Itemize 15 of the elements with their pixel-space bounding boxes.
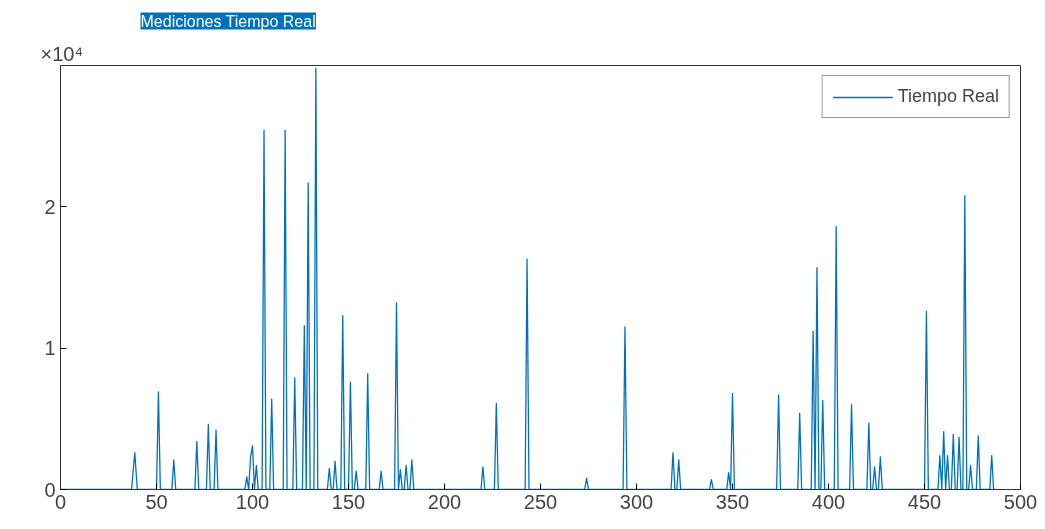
x-tick-label: 500 xyxy=(1003,490,1038,513)
y-tick-label: 2 xyxy=(44,195,56,218)
chart-title: Mediciones Tiempo Real xyxy=(140,12,316,30)
x-tick-label: 300 xyxy=(619,490,654,513)
x-tick-label: 150 xyxy=(331,490,366,513)
x-tick-label: 400 xyxy=(811,490,846,513)
legend-label: Tiempo Real xyxy=(897,86,999,107)
x-tick-label: 450 xyxy=(907,490,942,513)
x-tick-label: 250 xyxy=(523,490,558,513)
y-tick-label: 1 xyxy=(44,337,56,360)
x-tick-label: 350 xyxy=(715,490,750,513)
x-tick-label: 100 xyxy=(235,490,270,513)
x-tick-label: 50 xyxy=(145,490,168,513)
x-tick-label: 200 xyxy=(427,490,462,513)
text: ×10⁴ xyxy=(40,42,84,65)
